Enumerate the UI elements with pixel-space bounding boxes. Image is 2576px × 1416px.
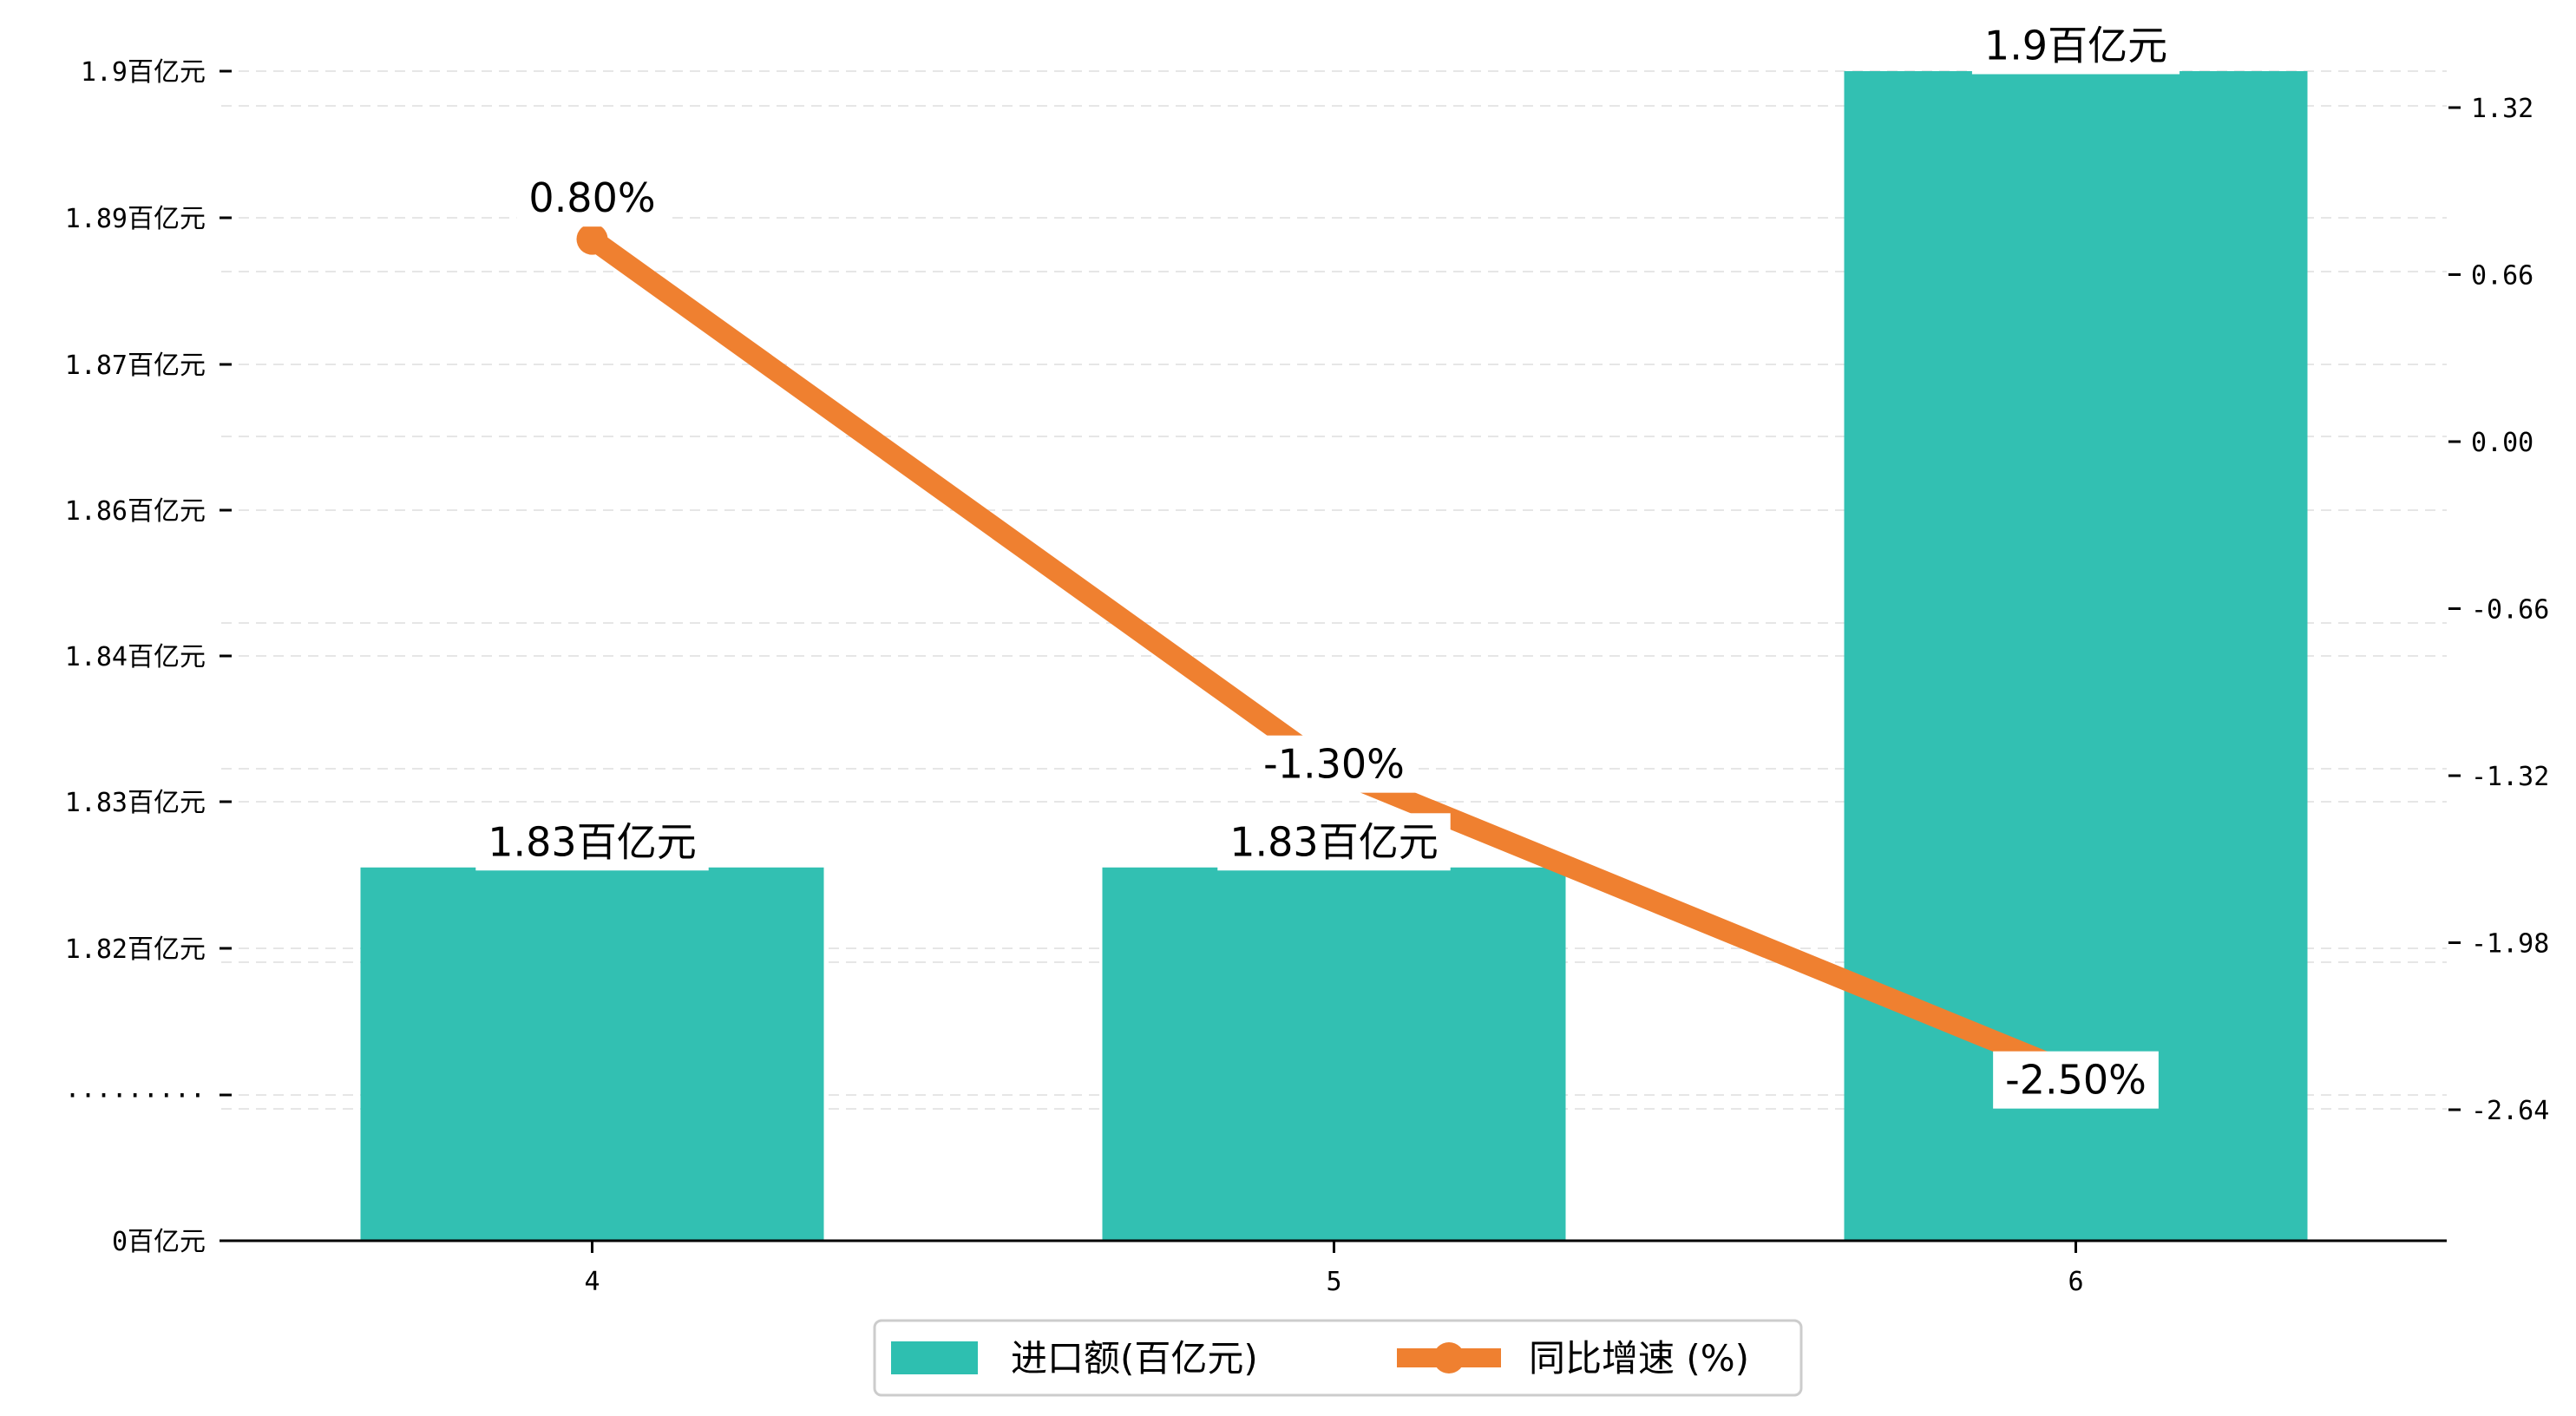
legend: 进口额(百亿元) 同比增速 (%) bbox=[873, 1319, 1803, 1397]
line-label-6: -2.50% bbox=[1993, 1051, 2159, 1109]
bar-label-4: 1.83百亿元 bbox=[475, 813, 709, 871]
legend-line-marker bbox=[1433, 1342, 1465, 1373]
data-labels: 1.83百亿元 1.83百亿元 1.9百亿元 0.80% -1.30% -2.50% bbox=[475, 16, 2180, 1109]
left-tick-label: 1.89百亿元 bbox=[65, 204, 206, 234]
line-label-5-bg bbox=[1251, 735, 1417, 793]
legend-bar-label: 进口额(百亿元) bbox=[1011, 1337, 1258, 1380]
line-label-4-text: 0.80% bbox=[528, 174, 655, 221]
line-label-4: 0.80% bbox=[516, 169, 668, 227]
legend-bar-swatch bbox=[891, 1341, 978, 1374]
bar-label-5: 1.83百亿元 bbox=[1217, 813, 1451, 871]
line-label-6-text: -2.50% bbox=[2005, 1057, 2147, 1104]
x-tick-label: 4 bbox=[584, 1267, 600, 1297]
left-tick-label: 1.87百亿元 bbox=[65, 351, 206, 381]
bar-6 bbox=[1844, 71, 2308, 1241]
line-point-4 bbox=[576, 223, 608, 255]
left-tick-label: 1.84百亿元 bbox=[65, 642, 206, 672]
line-label-5: -1.30% bbox=[1251, 735, 1417, 793]
legend-line-label: 同比增速 (%) bbox=[1529, 1337, 1749, 1380]
bar-5 bbox=[1102, 867, 1566, 1241]
bar-label-6-bg bbox=[1971, 16, 2180, 75]
bar-label-6: 1.9百亿元 bbox=[1971, 16, 2180, 75]
bar-label-5-text: 1.83百亿元 bbox=[1229, 818, 1438, 865]
bar-label-5-bg bbox=[1217, 813, 1451, 871]
right-tick-label: -1.32 bbox=[2471, 762, 2549, 792]
left-tick-label: 1.83百亿元 bbox=[65, 788, 206, 818]
bar-label-6-text: 1.9百亿元 bbox=[1984, 23, 2167, 69]
right-tick-label: 0.00 bbox=[2471, 428, 2533, 458]
left-tick-label: 1.82百亿元 bbox=[65, 934, 206, 965]
bar-label-4-bg bbox=[475, 813, 709, 871]
line-label-5-text: -1.30% bbox=[1263, 741, 1405, 788]
legend-box bbox=[873, 1319, 1803, 1397]
right-tick-label: -2.64 bbox=[2471, 1096, 2549, 1126]
x-tick-label: 5 bbox=[1326, 1267, 1341, 1297]
left-tick-label: 0百亿元 bbox=[112, 1227, 206, 1257]
bar-label-4-text: 1.83百亿元 bbox=[488, 818, 696, 865]
right-tick-label: 1.32 bbox=[2471, 94, 2533, 124]
bar-series bbox=[360, 71, 2308, 1241]
line-label-6-bg bbox=[1993, 1051, 2159, 1109]
axes: 0百亿元 ········· 1.82百亿元 1.83百亿元 1.84百亿元 1.86百亿… bbox=[64, 57, 2549, 1297]
right-tick-label: -1.98 bbox=[2471, 929, 2549, 960]
left-tick-label: 1.9百亿元 bbox=[81, 57, 206, 88]
left-tick-label: 1.86百亿元 bbox=[65, 496, 206, 527]
bar-4 bbox=[360, 867, 824, 1241]
x-tick-label: 6 bbox=[2068, 1267, 2083, 1297]
line-label-4-bg bbox=[516, 169, 668, 227]
left-tick-label: ········· bbox=[64, 1081, 206, 1111]
right-tick-label: 0.66 bbox=[2471, 261, 2533, 292]
right-tick-label: -0.66 bbox=[2471, 595, 2549, 626]
